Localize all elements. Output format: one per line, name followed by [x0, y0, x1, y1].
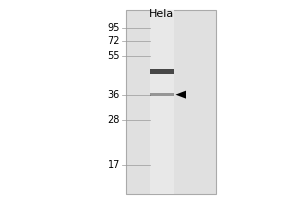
Bar: [150, 10, 174, 194]
Text: 36: 36: [108, 90, 120, 100]
Text: 55: 55: [107, 51, 120, 61]
Text: 28: 28: [108, 115, 120, 125]
Text: 17: 17: [108, 160, 120, 170]
Text: 95: 95: [108, 23, 120, 33]
Bar: [126, 10, 216, 194]
Bar: [150, 69, 174, 74]
Bar: [150, 93, 174, 96]
Text: Hela: Hela: [149, 9, 175, 19]
Text: 72: 72: [107, 36, 120, 46]
Polygon shape: [176, 91, 186, 99]
